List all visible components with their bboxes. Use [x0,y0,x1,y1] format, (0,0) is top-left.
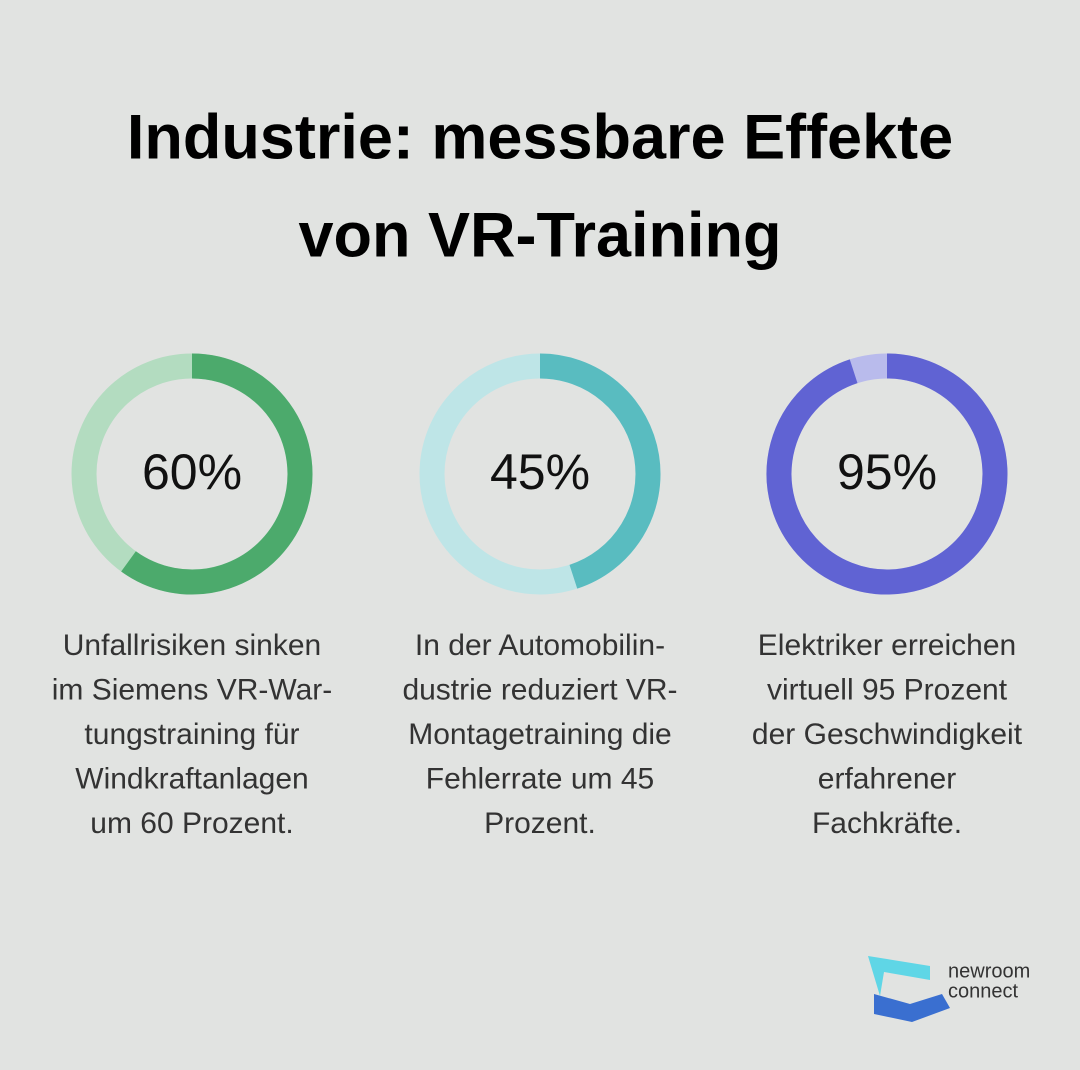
caption-line: virtuell 95 Prozent [767,673,1008,706]
caption-line: tungstraining für [84,718,299,751]
donut-arc [766,353,1008,595]
value-label: 60% [142,444,242,500]
caption-line: um 60 Prozent. [90,807,293,840]
caption-line: der Geschwindigkeit [752,718,1023,751]
logo-shape [868,956,930,996]
title-line: von VR-Training [298,201,781,271]
caption-line: Prozent. [484,807,596,840]
logo-text: newroom [948,960,1030,982]
caption-line: Montagetraining die [408,718,672,751]
donut-arc [121,353,313,595]
caption-line: Windkraftanlagen [75,762,308,795]
logo-shape [874,994,950,1022]
donut-arc [539,353,661,589]
title-line: Industrie: messbare Effekte [127,103,953,173]
logo-text: connect [948,980,1018,1002]
caption-line: im Siemens VR-War- [52,673,333,706]
caption-line: erfahrener [818,762,956,795]
value-label: 95% [837,444,937,500]
logo-icon [868,956,950,1022]
caption-line: Unfallrisiken sinken [63,629,321,662]
value-label: 45% [490,444,590,500]
caption-line: In der Automobilin- [415,629,665,662]
caption-line: dustrie reduziert VR- [402,673,677,706]
caption-line: Fehlerrate um 45 [426,762,654,795]
caption-line: Fachkräfte. [812,807,962,840]
caption-line: Elektriker erreichen [758,629,1016,662]
